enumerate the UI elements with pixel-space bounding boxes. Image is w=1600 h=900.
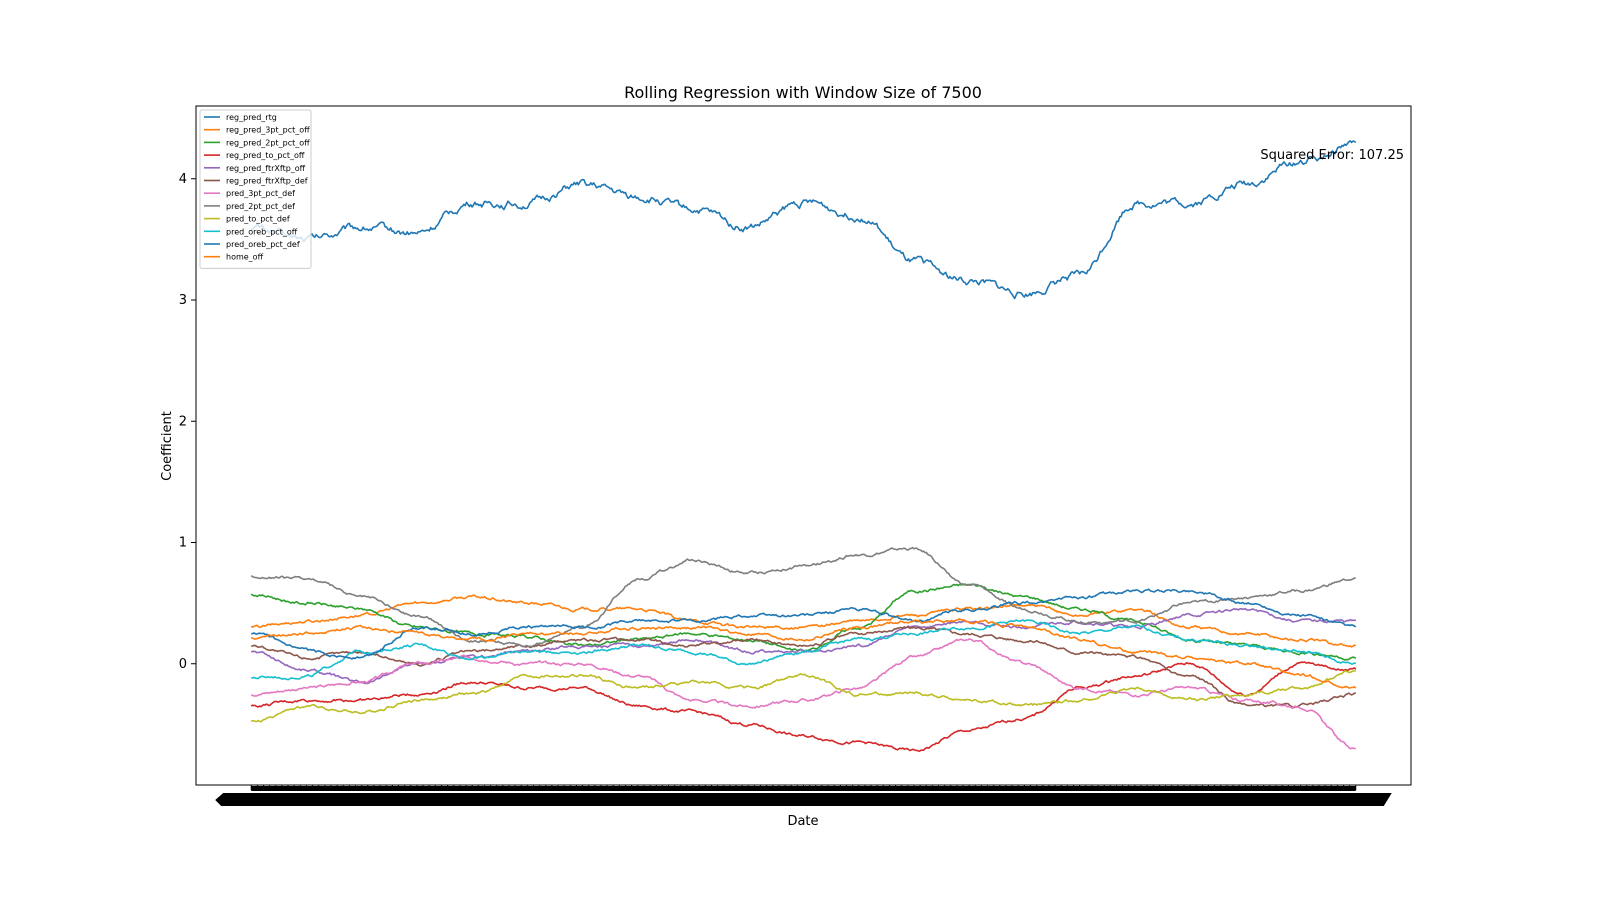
y-tick-label: 4 — [179, 172, 187, 187]
legend-label: pred_oreb_pct_def — [226, 240, 300, 249]
series-line-reg_pred_2pt_pct_off — [250, 583, 1357, 661]
x-tick-labels — [215, 785, 1392, 806]
legend-label: reg_pred_ftrXftp_def — [226, 177, 308, 186]
y-tick-label: 0 — [179, 657, 187, 672]
legend-label: home_off — [226, 253, 264, 262]
series-line-reg_pred_rtg — [250, 140, 1357, 300]
chart-title: Rolling Regression with Window Size of 7… — [624, 83, 982, 102]
y-axis-label: Coefficient — [160, 411, 175, 481]
legend-label: pred_oreb_pct_off — [226, 227, 298, 236]
legend-label: pred_2pt_pct_def — [226, 202, 295, 211]
series-layer — [250, 140, 1357, 753]
legend-label: reg_pred_to_pct_off — [226, 151, 305, 160]
x-axis-label: Date — [787, 814, 818, 829]
series-line-home_off — [250, 618, 1357, 689]
legend-box — [199, 109, 312, 269]
legend-label: reg_pred_3pt_pct_off — [226, 126, 310, 135]
y-tick-label: 1 — [179, 536, 187, 551]
squared-error-annotation: Squared Error: 107.25 — [1260, 148, 1404, 163]
series-line-pred_oreb_pct_def — [251, 588, 1357, 660]
legend-label: pred_to_pct_def — [226, 215, 290, 224]
plot-frame — [195, 105, 1412, 786]
series-line-reg_pred_to_pct_off — [250, 661, 1357, 753]
legend-label: reg_pred_2pt_pct_off — [226, 138, 310, 147]
legend-label: reg_pred_ftrXftp_off — [226, 164, 306, 173]
y-tick-label: 2 — [179, 414, 187, 429]
legend-label: pred_3pt_pct_def — [226, 189, 295, 198]
legend-label: reg_pred_rtg — [226, 113, 277, 122]
x-tick-label-band — [215, 793, 1392, 806]
series-line-pred_to_pct_def — [250, 670, 1356, 723]
series-line-reg_pred_ftrXftp_off — [250, 607, 1357, 685]
y-axis-ticks: 0 1 2 3 4 — [179, 172, 196, 672]
series-line-reg_pred_3pt_pct_off — [250, 594, 1357, 648]
legend: reg_pred_rtg reg_pred_3pt_pct_off reg_pred… — [199, 109, 312, 269]
series-line-pred_oreb_pct_off — [251, 619, 1357, 681]
series-line-pred_2pt_pct_def — [250, 546, 1356, 648]
series-line-pred_3pt_pct_def — [251, 638, 1356, 750]
y-tick-label: 3 — [179, 293, 187, 308]
x-tick-cluster — [251, 786, 1356, 791]
